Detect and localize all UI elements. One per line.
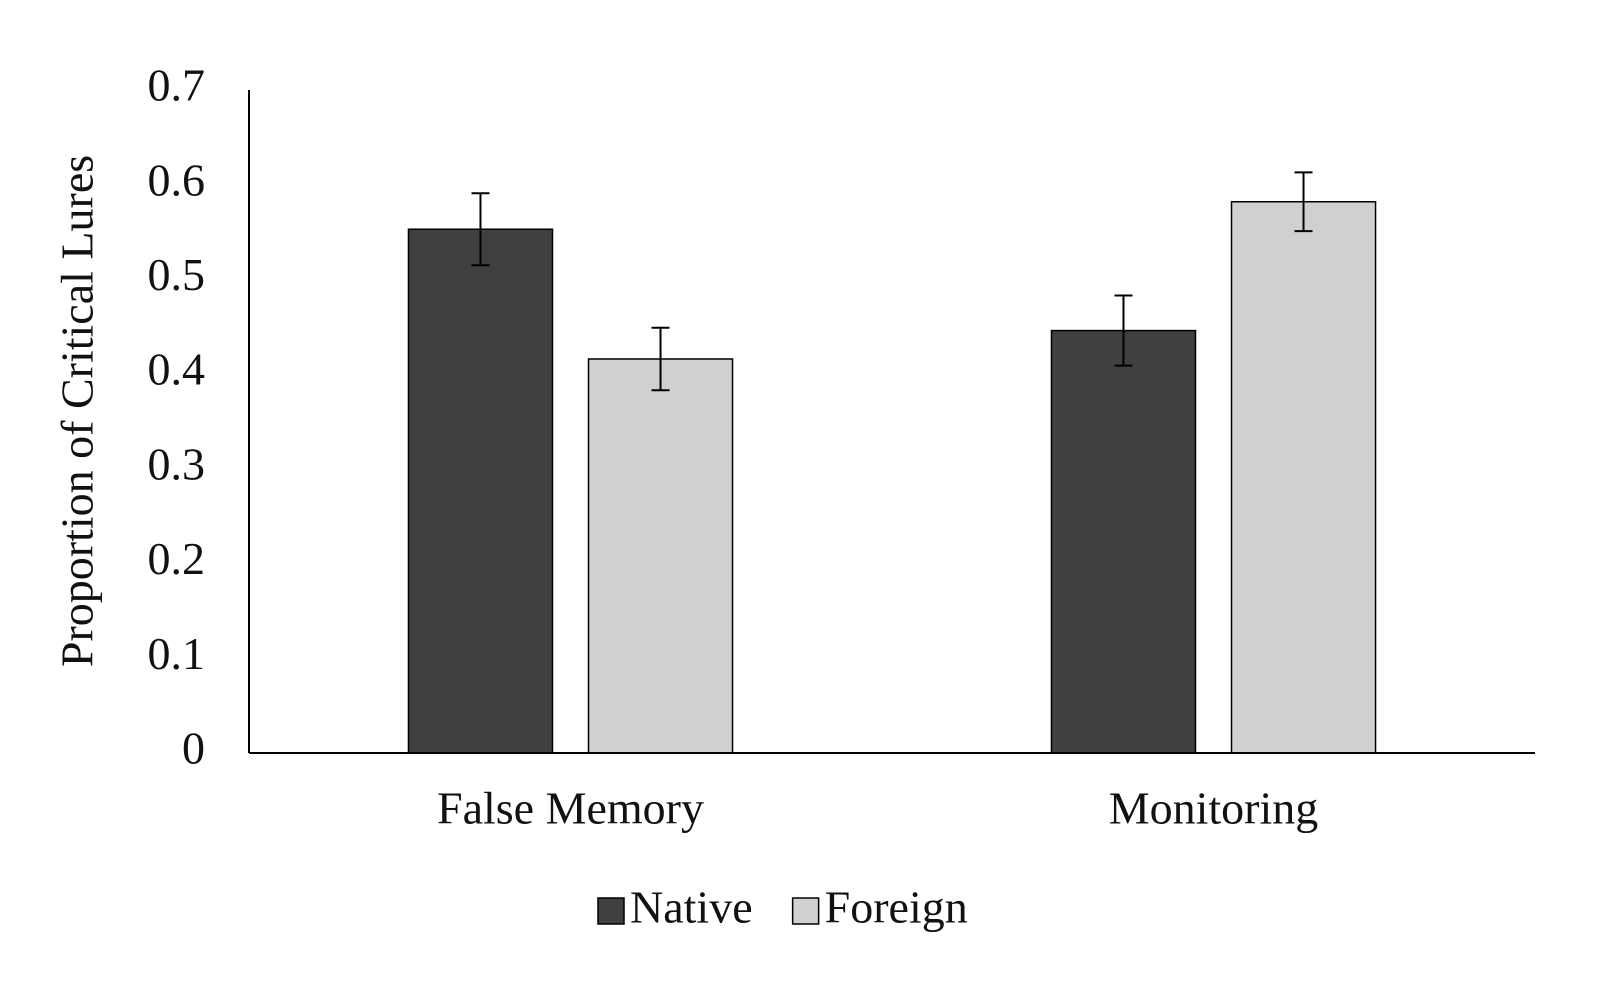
error-bar [651,326,670,392]
y-tick-label: 0.5 [148,249,206,300]
y-tick-label: 0 [182,723,205,774]
y-tick-label: 0.2 [148,533,206,584]
error-bar [1294,171,1313,233]
error-bar [471,192,490,267]
y-tick-label: 0.6 [148,154,206,205]
bar [1230,201,1377,754]
y-tick-label: 0.3 [148,438,206,489]
error-bar [1114,294,1133,367]
bar [407,228,554,754]
x-tick-label: Monitoring [1109,783,1319,834]
y-axis-title: Proportion of Critical Lures [52,155,103,667]
legend-label: Native [630,882,753,933]
x-tick-label: False Memory [437,783,704,834]
y-tick-label: 0.4 [148,344,206,395]
y-tick-label: 0.1 [148,628,206,679]
y-tick-label: 0.7 [148,60,206,111]
legend-swatch [597,897,625,925]
bar [587,358,734,754]
bar [1050,329,1197,754]
legend-swatch [791,897,820,925]
legend-label: Foreign [825,882,968,933]
